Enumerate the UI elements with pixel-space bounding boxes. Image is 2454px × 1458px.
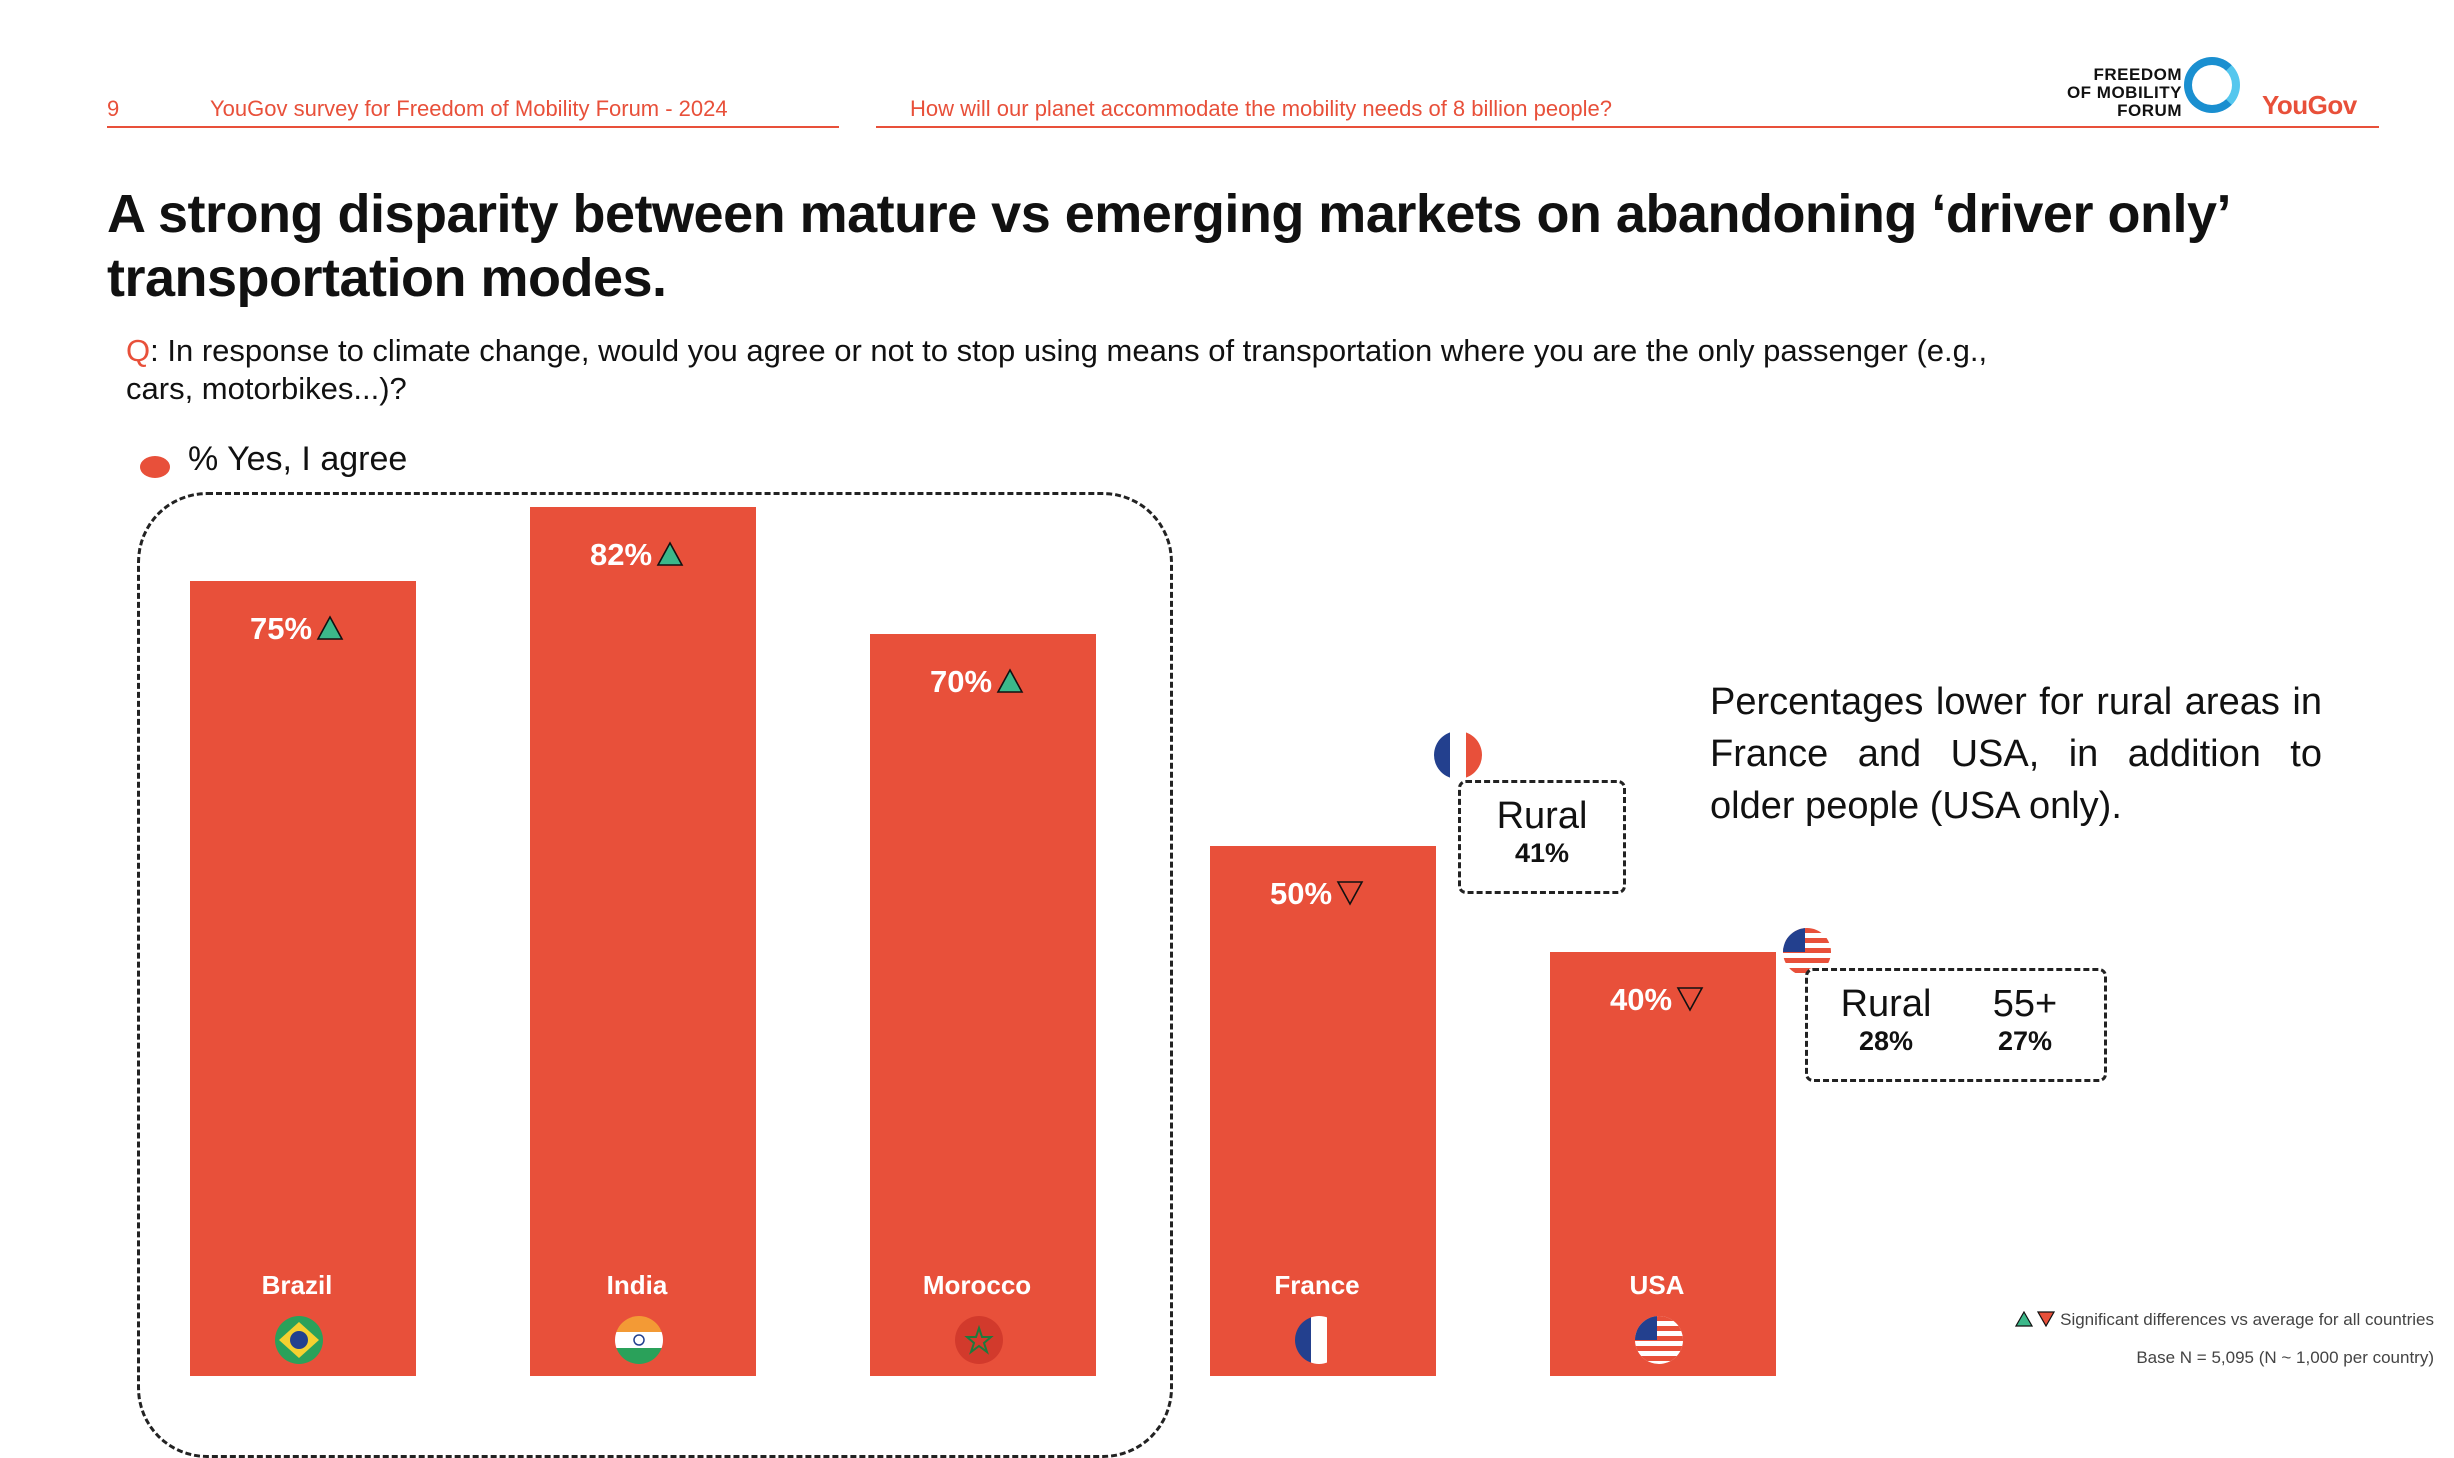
- france-flag-icon: [1295, 1316, 1343, 1364]
- bar-value-usa: 40%: [1610, 982, 1704, 1020]
- up-triangle-icon: [656, 539, 684, 575]
- bar-india: [530, 507, 756, 1376]
- bar-value-text-france: 50%: [1270, 876, 1333, 911]
- france-callout-flag-icon: [1434, 731, 1482, 779]
- up-triangle-icon: [996, 666, 1024, 702]
- france-rural-callout: Rural 41%: [1458, 780, 1626, 894]
- fmf-logo-line2: OF MOBILITY: [2066, 83, 2182, 102]
- bar-value-brazil: 75%: [250, 611, 344, 649]
- france-rural-value: 41%: [1514, 838, 1570, 868]
- bar-value-morocco: 70%: [930, 664, 1024, 702]
- bar-value-india: 82%: [590, 537, 684, 575]
- down-triangle-icon: [1336, 878, 1364, 914]
- header-divider-right: [876, 126, 2379, 128]
- up-triangle-icon: [2014, 1310, 2033, 1327]
- freedom-of-mobility-forum-logo: FREEDOM OF MOBILITY FORUM: [2067, 66, 2182, 120]
- india-flag-icon: [615, 1316, 663, 1364]
- bar-value-text-brazil: 75%: [250, 611, 313, 646]
- bar-usa: [1550, 952, 1776, 1376]
- bar-label-morocco: Morocco: [922, 1270, 1032, 1300]
- usa-rural-group: Rural 28%: [1826, 983, 1946, 1057]
- france-rural-label: Rural: [1496, 795, 1588, 837]
- bar-label-france: France: [1274, 1270, 1360, 1300]
- usa-callout: Rural 28% 55+ 27%: [1805, 968, 2107, 1082]
- page-number: 9: [107, 96, 120, 121]
- up-triangle-icon: [316, 613, 344, 649]
- usa-55plus-label: 55+: [1992, 983, 2058, 1025]
- bar-label-brazil: Brazil: [261, 1270, 333, 1300]
- bar-value-text-usa: 40%: [1610, 982, 1673, 1017]
- usa-rural-value: 28%: [1858, 1026, 1914, 1056]
- fmf-logo-line3: FORUM: [2117, 101, 2182, 120]
- yougov-logo: YouGov: [2262, 90, 2357, 120]
- header-divider-left: [107, 126, 839, 128]
- usa-rural-label: Rural: [1840, 983, 1932, 1025]
- down-triangle-icon: [2037, 1311, 2056, 1328]
- insight-note: Percentages lower for rural areas in Fra…: [1710, 681, 2322, 827]
- bar-brazil: [190, 581, 416, 1376]
- fmf-logo-line1: FREEDOM: [2093, 65, 2182, 84]
- fmf-ring-icon: [2184, 57, 2240, 113]
- report-question-title: How will our planet accommodate the mobi…: [910, 96, 1612, 121]
- significance-note: Significant differences vs average for a…: [2014, 1310, 2434, 1330]
- question-text: : In response to climate change, would y…: [126, 333, 1988, 406]
- bar-value-france: 50%: [1270, 876, 1364, 914]
- usa-55plus-value: 27%: [1997, 1026, 2053, 1056]
- bar-france: [1210, 846, 1436, 1376]
- page-title: A strong disparity between mature vs eme…: [107, 184, 2229, 308]
- morocco-flag-icon: [955, 1316, 1003, 1364]
- legend-swatch: [140, 456, 170, 478]
- bar-value-text-morocco: 70%: [930, 664, 993, 699]
- survey-question: Q: In response to climate change, would …: [126, 332, 2026, 408]
- bar-label-usa: USA: [1629, 1270, 1685, 1300]
- base-note: Base N = 5,095 (N ~ 1,000 per country): [2136, 1348, 2434, 1367]
- brazil-flag-icon: [275, 1316, 323, 1364]
- down-triangle-icon: [1676, 984, 1704, 1020]
- question-prefix: Q: [126, 333, 151, 368]
- significance-text: Significant differences vs average for a…: [2060, 1310, 2434, 1329]
- survey-label: YouGov survey for Freedom of Mobility Fo…: [210, 96, 728, 121]
- bar-value-text-india: 82%: [590, 537, 653, 572]
- bar-morocco: [870, 634, 1096, 1376]
- usa-55plus-group: 55+ 27%: [1970, 983, 2080, 1057]
- bar-label-india: India: [606, 1270, 668, 1300]
- usa-flag-icon: [1635, 1316, 1683, 1364]
- legend-label: % Yes, I agree: [188, 440, 408, 478]
